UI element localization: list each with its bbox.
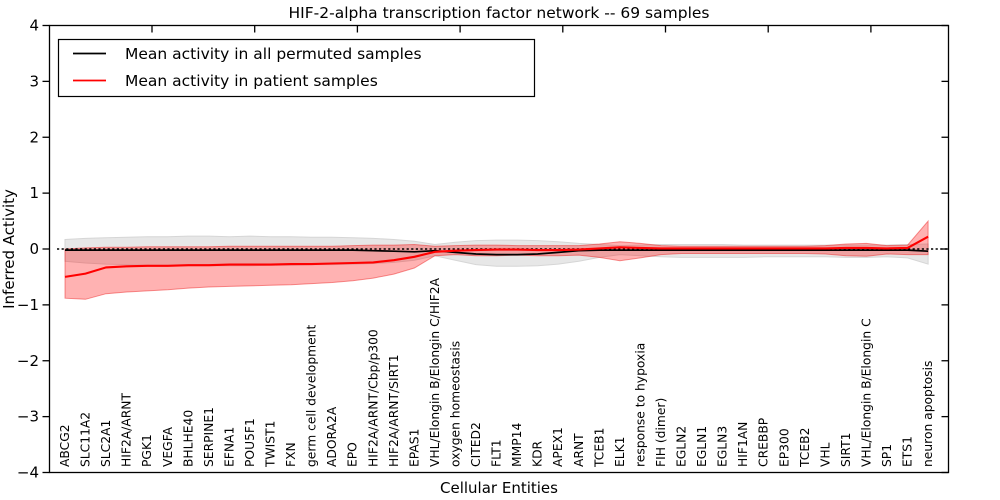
- legend-box: [57, 38, 536, 98]
- y-tick-label: 2: [29, 128, 39, 146]
- x-category-label: VHL: [818, 442, 832, 467]
- x-category-label: FLT1: [490, 439, 504, 467]
- x-category-labels: ABCG2 SLC11A2 SLC2A1 HIF2A/ARNT PGK1 VEGFA BHL…: [58, 277, 935, 468]
- x-category-label: TCEB1: [592, 428, 606, 468]
- axes-frame: [48, 24, 950, 474]
- x-category-label: CITED2: [469, 422, 483, 467]
- x-category-label: POU5F1: [243, 418, 257, 467]
- x-category-label: ABCG2: [58, 424, 72, 467]
- x-category-label: ETS1: [901, 436, 915, 467]
- y-tick-label: −3: [17, 408, 39, 426]
- permuted-mean-line: [65, 249, 929, 256]
- x-category-label: EGLN2: [675, 426, 689, 467]
- x-ticks: [151, 25, 872, 33]
- x-category-label: oxygen homeostasis: [448, 341, 462, 467]
- y-tick-label: −4: [17, 464, 39, 482]
- x-category-label: SERPINE1: [202, 407, 216, 467]
- patient-band: [64, 219, 929, 300]
- legend: Mean activity in all permuted samples Me…: [57, 38, 536, 98]
- x-category-label: EP300: [777, 428, 791, 467]
- x-category-label: VHL/Elongin B/Elongin C/HIF2A: [428, 277, 442, 467]
- x-category-label: APEX1: [551, 427, 565, 467]
- y-tick-label: 4: [29, 17, 39, 35]
- x-category-label: EPAS1: [407, 429, 421, 467]
- y-tick-label: 0: [29, 240, 39, 258]
- x-category-label: HIF2A/ARNT/Cbp/p300: [366, 329, 380, 467]
- x-category-label: ELK1: [613, 436, 627, 467]
- series-lines: [57, 235, 948, 278]
- x-category-label: EPO: [346, 442, 360, 467]
- x-category-label: TCEB2: [798, 428, 812, 468]
- x-category-label: BHLHE40: [181, 410, 195, 467]
- x-category-label: FIH (dimer): [654, 398, 668, 467]
- x-category-label: EGLN1: [695, 426, 709, 467]
- chart-title: HIF-2-alpha transcription factor network…: [289, 4, 710, 22]
- x-category-label: VEGFA: [161, 426, 175, 467]
- patient-mean-line: [64, 235, 929, 278]
- x-category-label: ARNT: [572, 433, 586, 467]
- y-tick-label: 1: [29, 184, 39, 202]
- permuted-band: [64, 235, 929, 267]
- legend-label-permuted: Mean activity in all permuted samples: [125, 45, 422, 63]
- y-ticks: 4 3 2 1 0 −1 −2 −3 −4: [17, 17, 949, 482]
- y-tick-label: 3: [29, 72, 39, 90]
- x-category-label: neuron apoptosis: [921, 361, 935, 467]
- y-tick-label: −1: [17, 296, 39, 314]
- x-category-label: EFNA1: [222, 427, 236, 467]
- legend-label-patient: Mean activity in patient samples: [125, 72, 378, 90]
- x-axis-label: Cellular Entities: [440, 479, 558, 497]
- x-category-label: FXN: [284, 442, 298, 467]
- y-tick-label: −2: [17, 352, 39, 370]
- x-category-label: PGK1: [140, 434, 154, 467]
- x-category-label: TWIST1: [264, 421, 278, 468]
- x-category-label: HIF2A/ARNT: [120, 393, 134, 467]
- confidence-bands: [64, 219, 929, 300]
- x-category-label: HIF2A/ARNT/SIRT1: [387, 354, 401, 467]
- x-category-label: SLC2A1: [99, 420, 113, 467]
- x-category-label: VHL/Elongin B/Elongin C: [859, 318, 873, 467]
- x-category-label: ADORA2A: [325, 406, 339, 467]
- x-category-label: HIF1AN: [736, 422, 750, 467]
- x-category-label: EGLN3: [716, 426, 730, 467]
- x-category-label: germ cell development: [305, 325, 319, 467]
- x-category-label: CREBBP: [757, 418, 771, 467]
- x-category-label: SP1: [880, 444, 894, 467]
- x-category-label: MMP14: [510, 423, 524, 467]
- y-axis-label: Inferred Activity: [0, 189, 18, 309]
- x-category-label: SLC11A2: [79, 412, 93, 467]
- x-category-label: SIRT1: [839, 433, 853, 467]
- x-category-label: KDR: [531, 440, 545, 467]
- x-category-label: response to hypoxia: [633, 343, 647, 467]
